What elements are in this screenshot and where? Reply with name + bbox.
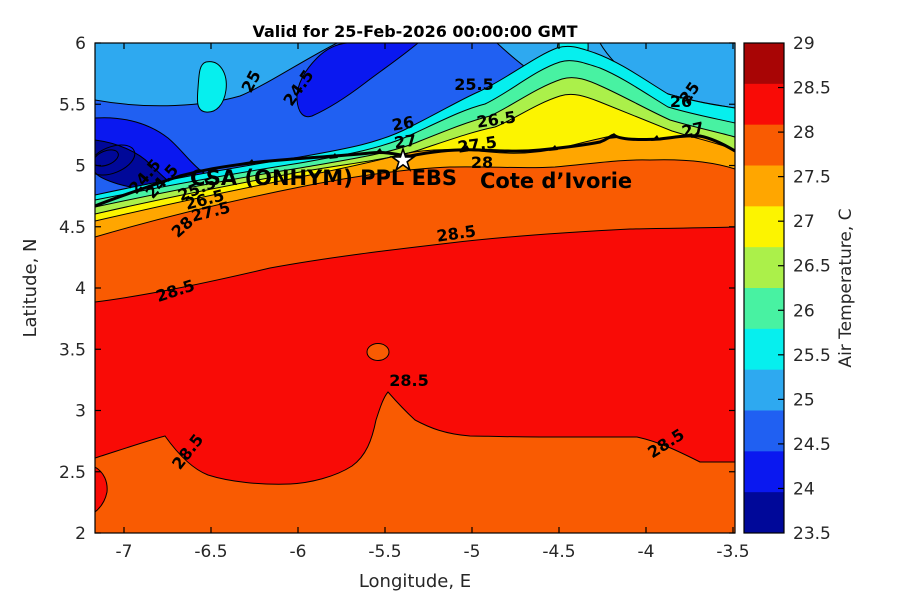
x-tick-label: -5 <box>464 542 481 562</box>
coastline-markers <box>246 132 700 165</box>
colorbar-tick-label: 25.5 <box>793 346 831 366</box>
colorbar-band-orangered <box>744 124 784 166</box>
coastline <box>95 133 735 208</box>
x-tick-label: -6 <box>290 542 307 562</box>
colorbar-tick-label: 29 <box>793 34 815 54</box>
coastline-marker <box>374 148 383 154</box>
site-star-icon <box>389 146 417 172</box>
coastline-marker <box>461 145 470 151</box>
colorbar-tick-label: 25 <box>793 390 815 410</box>
colorbar-tick-label: 23.5 <box>793 524 831 544</box>
colorbar-bands <box>744 43 784 534</box>
y-axis-label: Latitude, N <box>20 239 41 338</box>
colorbar-band-darkred <box>744 43 784 85</box>
x-tick-label: -6.5 <box>194 542 227 562</box>
colorbar-label: Air Temperature, C <box>836 208 856 367</box>
annotation-site: CSA (ONHYM) PPL EBS <box>190 166 457 190</box>
x-tick-label: -7 <box>116 542 133 562</box>
y-tick-label: 4.5 <box>59 218 86 238</box>
coastline-marker <box>549 145 558 151</box>
coastline-marker <box>246 159 255 165</box>
contour-label-26: 26 <box>390 112 415 135</box>
region-island <box>366 343 390 361</box>
colorbar-band-sky <box>744 369 784 411</box>
y-tick-label: 6 <box>75 34 86 54</box>
y-tick-label: 3.5 <box>59 340 86 360</box>
y-tick-labels: 6 5.5 5 4.5 4 3.5 3 2.5 2 <box>59 34 86 544</box>
contour-ring-outer <box>95 144 136 176</box>
contour-label-28.5: 28.5 <box>389 371 428 390</box>
coastline-marker <box>691 132 700 138</box>
colorbar-band-spring <box>744 288 784 330</box>
colorbar-band-cyan <box>744 328 784 371</box>
plot-title: Valid for 25-Feb-2026 00:00:00 GMT <box>252 22 577 41</box>
contour-orangered-top <box>95 159 735 238</box>
colorbar-tick-label: 26 <box>793 301 815 321</box>
colorbar-band-yellow <box>744 206 784 248</box>
x-tick-label: -5.5 <box>368 542 401 562</box>
contour-25-topleft <box>95 43 338 107</box>
y-tick-label: 2.5 <box>59 463 86 483</box>
region-cyan-blob <box>196 61 227 113</box>
colorbar-band-red <box>744 83 784 126</box>
contour-label-28: 28 <box>471 153 493 172</box>
colorbar-tick-marks <box>778 86 784 490</box>
region-deepblue-tongue <box>296 43 419 118</box>
x-tick-label: -3.5 <box>716 542 749 562</box>
contour-label-26: 26 <box>670 92 692 111</box>
contour-yellowgreen-top <box>95 77 735 208</box>
colorbar-tick-label: 27 <box>793 212 815 232</box>
y-tick-label: 4 <box>75 279 86 299</box>
contour-label-27: 27 <box>680 118 706 141</box>
annotation-country: Cote d’Ivorie <box>480 169 632 193</box>
colorbar-tick-label: 28 <box>793 123 815 143</box>
coastline-marker <box>608 133 617 139</box>
colorbar-band-orange <box>744 165 784 207</box>
y-tick-label: 3 <box>75 402 86 422</box>
colorbar-band-navy <box>744 492 784 534</box>
axis-tick-marks <box>95 42 735 534</box>
contour-spring-top <box>95 60 735 201</box>
colorbar-tick-labels: 29 28.5 28 27.5 27 26.5 26 25.5 25 24.5 24 23.5 <box>793 34 831 544</box>
colorbar-tick-label: 24.5 <box>793 435 831 455</box>
coastline-marker <box>651 135 660 141</box>
region-red-blob-left <box>95 466 108 513</box>
contour-label-27: 27 <box>393 131 418 153</box>
contour-yellow-top <box>95 93 735 215</box>
region-red-belly <box>95 226 735 485</box>
colorbar-band-blue <box>744 451 784 493</box>
x-tick-labels: -7 -6.5 -6 -5.5 -5 -4.5 -4 -3.5 <box>116 542 750 562</box>
x-tick-label: -4 <box>638 542 655 562</box>
colorbar-tick-label: 27.5 <box>793 168 831 188</box>
colorbar-tick-label: 26.5 <box>793 257 831 277</box>
colorbar-band-royal <box>744 410 784 452</box>
colorbar-tick-label: 28.5 <box>793 79 831 99</box>
y-tick-label: 2 <box>75 524 86 544</box>
colorbar-tick-label: 24 <box>793 479 815 499</box>
contour-label-25.5: 25.5 <box>454 75 493 94</box>
colorbar-box <box>743 42 785 534</box>
colorbar-band-yellowgreen <box>744 247 784 289</box>
y-tick-label: 5 <box>75 157 86 177</box>
y-tick-label: 5.5 <box>59 95 86 115</box>
x-axis-label: Longitude, E <box>359 571 471 592</box>
coastline-marker <box>329 153 338 159</box>
contour-ring-inner <box>95 149 119 167</box>
x-tick-label: -4.5 <box>542 542 575 562</box>
